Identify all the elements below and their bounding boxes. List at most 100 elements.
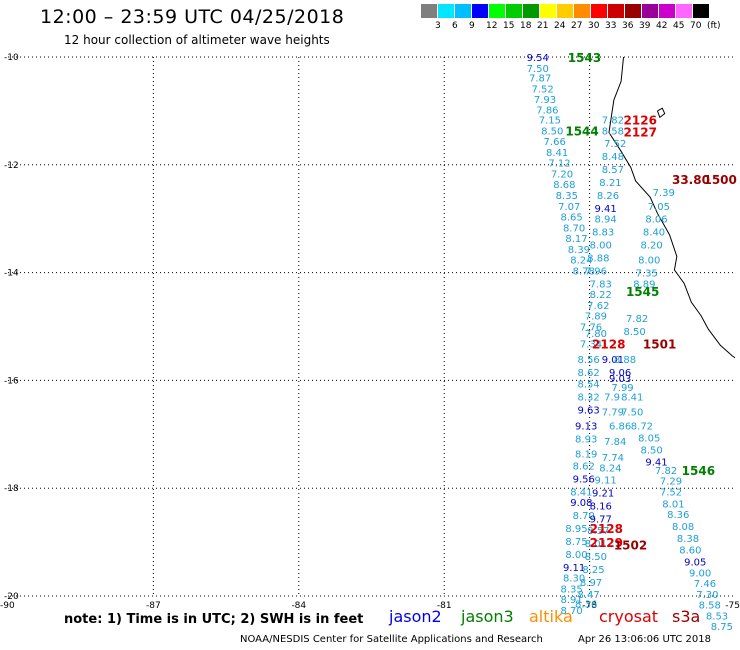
wave-height-reading: 9.11	[594, 476, 616, 487]
wave-height-reading: 7.76	[580, 323, 602, 334]
wave-height-reading: 8.47	[577, 590, 599, 601]
scale-label: 15	[503, 21, 515, 31]
wave-height-reading: 7.89	[585, 312, 607, 323]
wave-height-reading: 8.93	[575, 435, 597, 446]
scale-swatch	[421, 4, 438, 18]
scale-swatch	[540, 4, 557, 18]
wave-height-color-scale	[421, 4, 710, 18]
wave-height-reading: 8.57	[587, 526, 609, 537]
x-tick-label: -78	[582, 601, 597, 611]
wave-height-reading: 7.93	[534, 95, 556, 106]
scale-label: 42	[656, 21, 668, 31]
pass-id-label: 1544	[565, 124, 598, 138]
scale-label: 24	[554, 21, 566, 31]
satellite-legend-jason3: jason3	[461, 607, 514, 626]
wave-height-reading: 8.65	[561, 213, 583, 224]
wave-height-reading: 8.08	[672, 522, 694, 533]
y-tick-label: -20	[4, 592, 19, 602]
x-tick-label: -81	[437, 601, 452, 611]
wave-height-reading: 8.38	[677, 534, 699, 545]
wave-height-reading: 7.07	[558, 202, 580, 213]
wave-height-reading: 8.50	[585, 552, 607, 563]
wave-height-reading: 9.77	[590, 514, 612, 525]
wave-height-reading: 7.86	[536, 105, 558, 116]
wave-height-reading: 9.21	[592, 489, 614, 500]
wave-height-reading: 8.91	[561, 595, 583, 606]
wave-height-reading: 8.70	[563, 223, 585, 234]
scale-label: 12	[486, 21, 498, 31]
scale-swatch	[608, 4, 625, 18]
scale-swatch	[489, 4, 506, 18]
wave-height-reading: 8.21	[599, 178, 621, 189]
color-scale-labels: 3 6 9 12 15 18 21 24 27 30 33 36 39 42 45 70 (ft)	[421, 21, 740, 35]
scale-swatch	[693, 4, 710, 18]
wave-height-reading: 7.52	[531, 84, 553, 95]
wave-height-reading: 7.82	[602, 116, 624, 127]
scale-swatch	[676, 4, 693, 18]
wave-height-reading: 8.41	[546, 148, 568, 159]
wave-height-reading: 7.50	[527, 64, 549, 75]
pass-id-label: 1543	[568, 51, 601, 65]
wave-height-reading: 7.52	[660, 487, 682, 498]
wave-height-reading: 8.17	[565, 234, 587, 245]
y-tick-label: -14	[4, 269, 19, 279]
wave-height-reading: 7.50	[621, 408, 643, 419]
wave-height-reading: 7.83	[590, 279, 612, 290]
scale-label: 70	[690, 21, 702, 31]
scale-swatch	[625, 4, 642, 18]
wave-height-reading: 7.15	[539, 116, 561, 127]
wave-height-reading: 8.00	[590, 241, 612, 252]
wave-height-reading: 9.11	[563, 563, 585, 574]
wave-height-reading: 8.39	[568, 245, 590, 256]
wave-height-reading: 8.72	[631, 422, 653, 433]
x-tick-label: -84	[291, 601, 306, 611]
wave-height-reading: 8.60	[679, 546, 701, 557]
scale-label: 36	[622, 21, 634, 31]
wave-height-reading: 6.86	[609, 422, 631, 433]
page-subtitle: 12 hour collection of altimeter wave hei…	[64, 33, 330, 47]
scale-label: 21	[537, 21, 549, 31]
wave-height-reading: 7.52	[604, 139, 626, 150]
footer-note: note: 1) Time is in UTC; 2) SWH is in fe…	[64, 612, 364, 627]
wave-height-reading: 8.58	[699, 601, 721, 612]
scale-swatch	[455, 4, 472, 18]
wave-height-reading: 8.35	[556, 191, 578, 202]
wave-height-reading: 8.88	[614, 355, 636, 366]
scale-swatch	[574, 4, 591, 18]
wave-height-reading: 9.13	[575, 422, 597, 433]
wave-height-reading: 8.26	[597, 191, 619, 202]
wave-height-reading: 8.78	[573, 266, 595, 277]
wave-height-reading: 9.01	[602, 355, 624, 366]
wave-height-reading: 7.34	[580, 340, 602, 351]
satellite-legend-jason2: jason2	[389, 607, 442, 626]
scale-label: 30	[588, 21, 600, 31]
wave-height-reading: 7.29	[660, 477, 682, 488]
wave-height-reading: 7.84	[604, 437, 626, 448]
wave-height-reading: 9.41	[645, 457, 667, 468]
wave-height-reading: 7.82	[626, 314, 648, 325]
scale-label: 27	[571, 21, 583, 31]
wave-height-reading: 8.40	[643, 228, 665, 239]
wave-height-reading: 8.97	[580, 578, 602, 589]
scale-label: 39	[639, 21, 651, 31]
satellite-legend-cryosat: cryosat	[599, 607, 659, 626]
wave-height-reading: 9.05	[684, 558, 706, 569]
wave-height-reading: 8.75	[565, 537, 587, 548]
x-tick-label: -87	[146, 601, 161, 611]
wave-height-reading: 8.01	[585, 539, 607, 550]
wave-height-reading: 9.06	[609, 368, 631, 379]
wave-height-reading: 8.89	[633, 279, 655, 290]
scale-label: (ft)	[707, 21, 721, 31]
wave-height-reading: 9.08	[570, 498, 592, 509]
wave-height-reading: 9.56	[573, 474, 595, 485]
wave-height-reading: 7.87	[529, 73, 551, 84]
wave-height-reading: 8.70	[573, 511, 595, 522]
wave-height-reading: 7.35	[636, 269, 658, 280]
pass-id-label: 2126	[624, 114, 657, 128]
wave-height-reading: 8.35	[561, 584, 583, 595]
wave-height-reading: 7.96	[585, 266, 607, 277]
scale-label: 9	[469, 21, 475, 31]
satellite-legend-altika: altika	[529, 607, 573, 626]
wave-height-reading: 8.54	[577, 380, 599, 391]
